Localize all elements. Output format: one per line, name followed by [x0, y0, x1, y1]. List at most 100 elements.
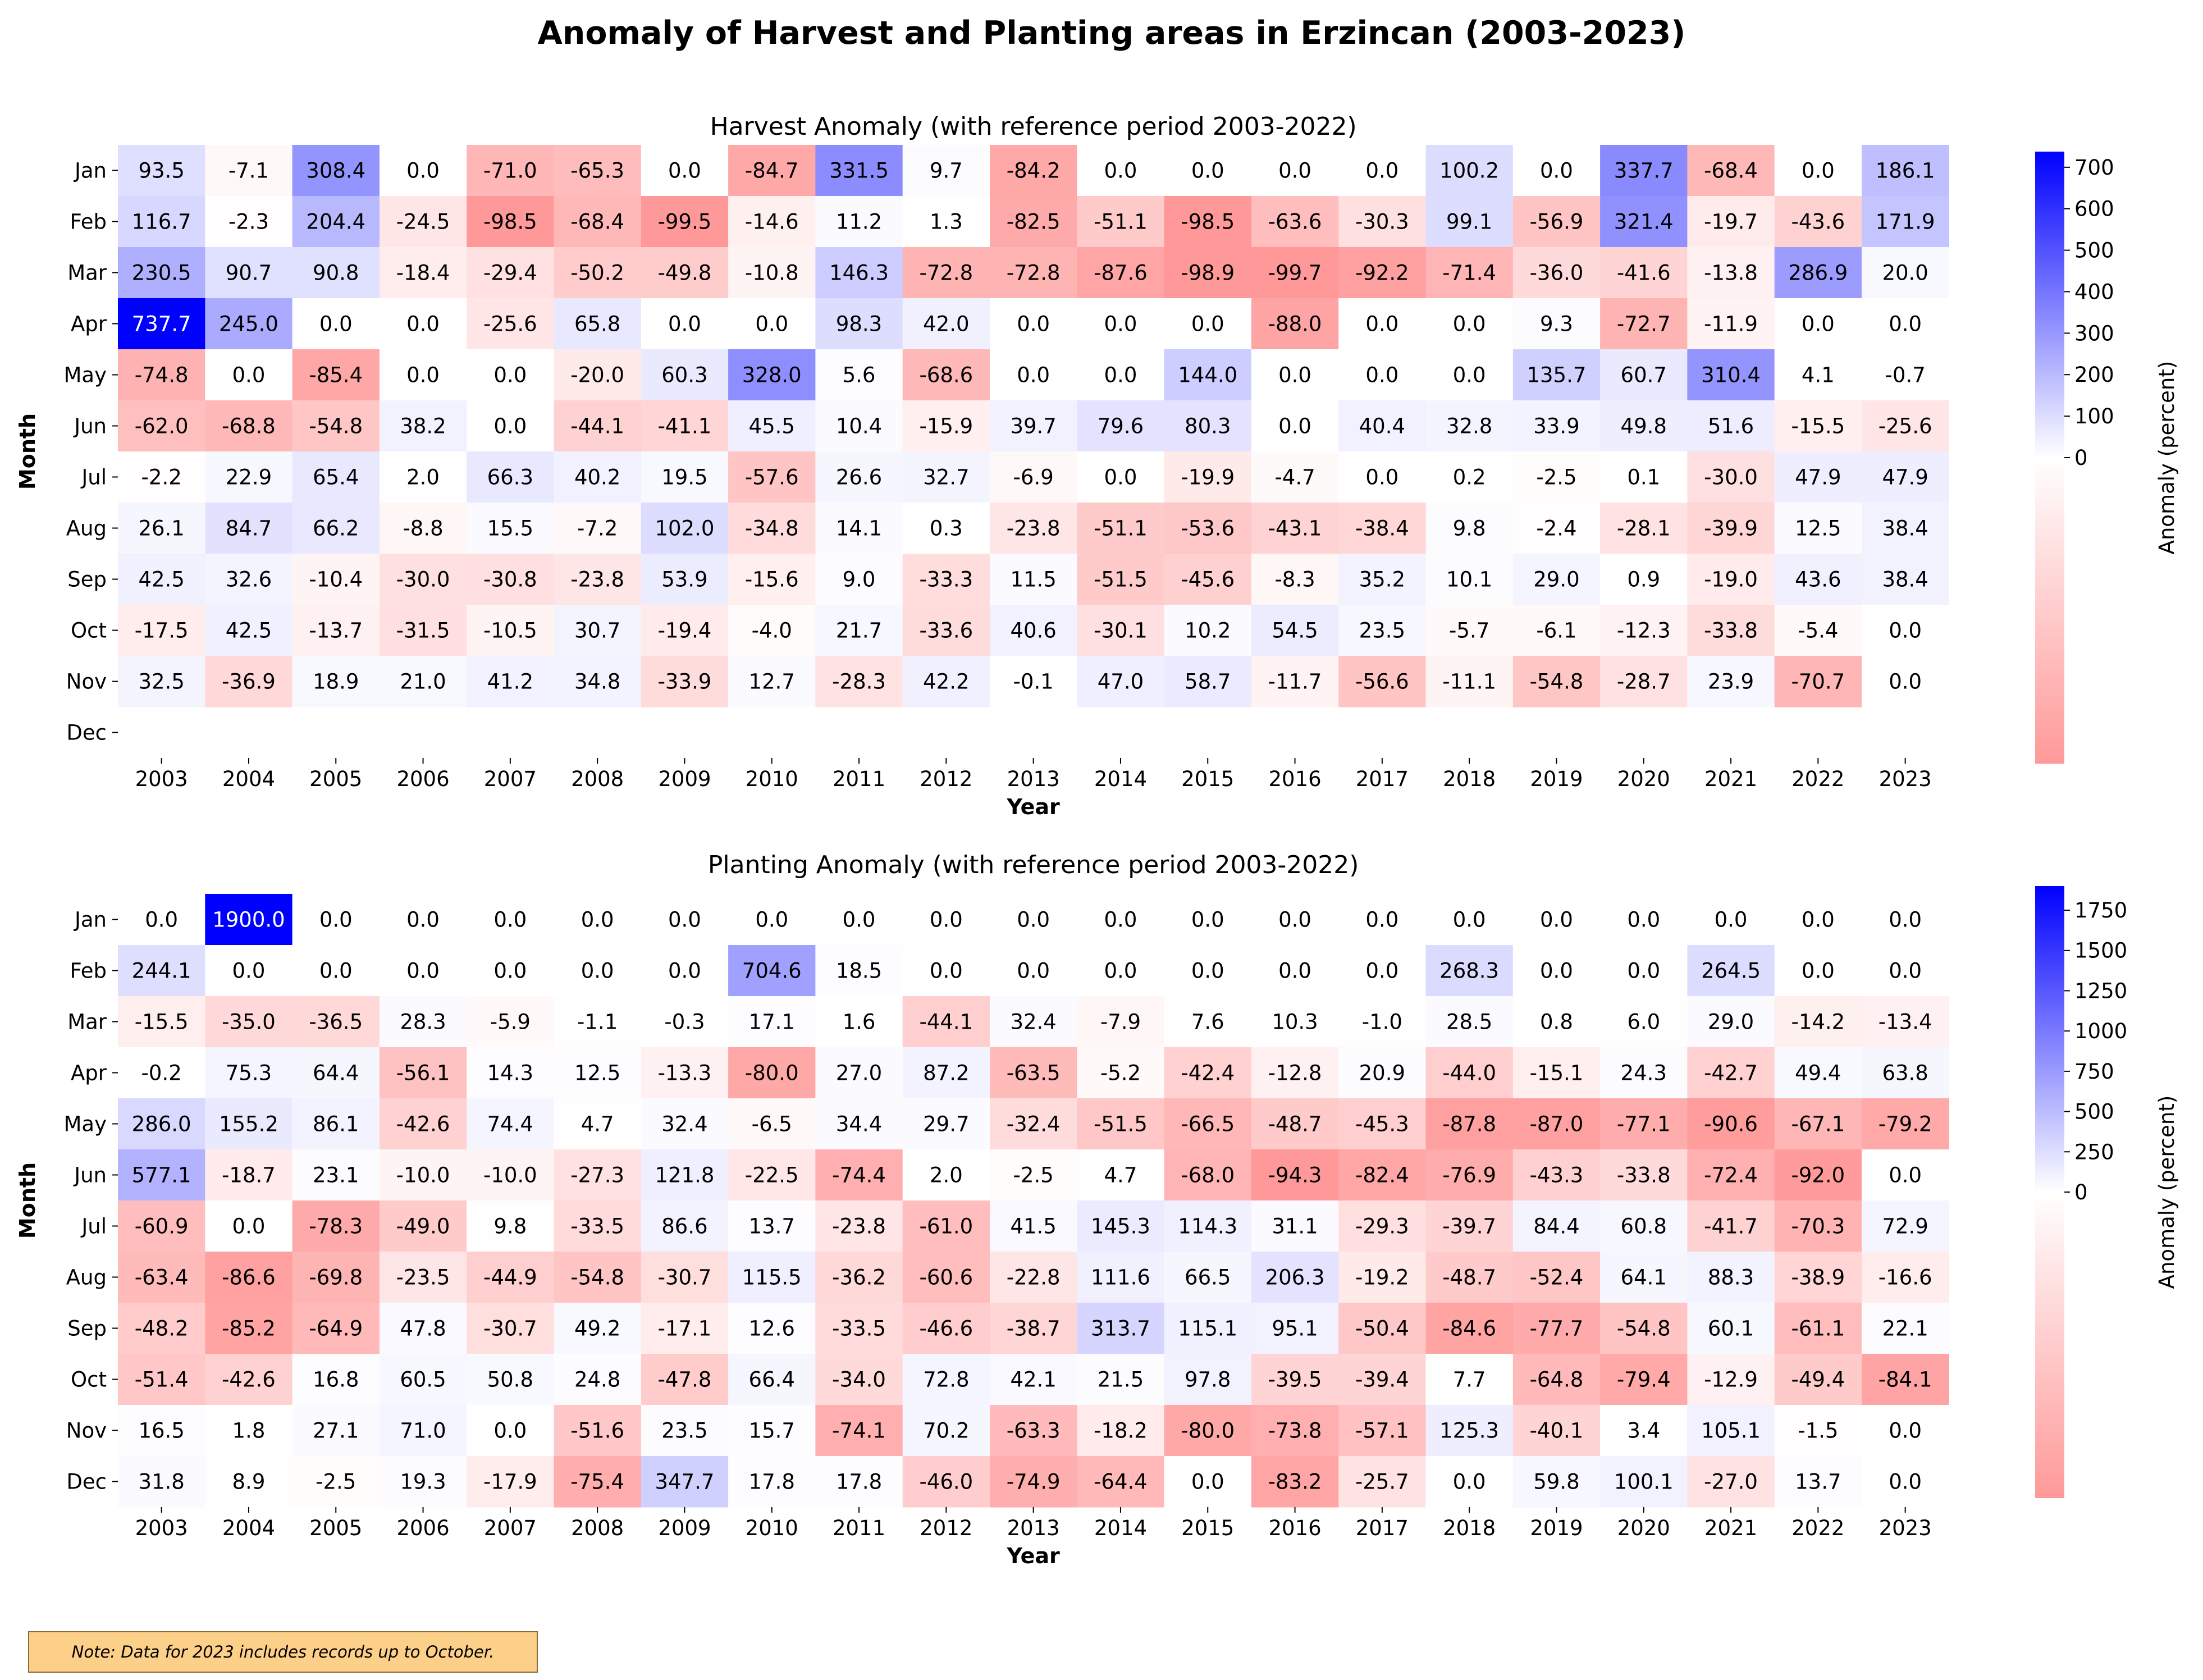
heatmap-cell — [1251, 298, 1339, 350]
heatmap-cell — [1512, 945, 1601, 997]
cell-label: 206.3 — [1265, 1266, 1325, 1290]
cell-label: -63.5 — [1007, 1061, 1061, 1085]
heatmap-cell — [1164, 996, 1252, 1048]
cell-label: 38.4 — [1882, 517, 1928, 541]
cell-label: 0.0 — [406, 159, 440, 183]
cell-label: -30.0 — [396, 568, 450, 592]
cell-label: 32.5 — [138, 670, 184, 694]
cell-label: -25.7 — [1355, 1470, 1409, 1494]
colorbar-label: Anomaly (percent) — [2155, 1095, 2179, 1289]
heatmap-cell — [1862, 1303, 1949, 1354]
heatmap-cell — [728, 196, 816, 248]
y-tick-label: Jan — [74, 908, 107, 932]
heatmap-cell — [902, 945, 990, 997]
cell-label: 65.4 — [313, 465, 359, 490]
cell-label: 32.4 — [661, 1112, 707, 1136]
cell-label: -5.4 — [1798, 619, 1838, 643]
cell-label: 24.3 — [1621, 1061, 1667, 1085]
heatmap-cell — [205, 1456, 293, 1508]
cell-label: 264.5 — [1701, 959, 1761, 983]
heatmap-cell — [1077, 1047, 1165, 1099]
heatmap-cell — [1251, 1098, 1339, 1150]
cell-label: 0.0 — [1365, 159, 1398, 183]
colorbar-tick-label: 400 — [2074, 280, 2114, 304]
heatmap-cell — [1251, 1200, 1339, 1252]
y-tick-label: Feb — [70, 210, 107, 234]
heatmap-cell — [554, 1405, 642, 1457]
cell-label: -78.3 — [309, 1215, 363, 1239]
heatmap-cell — [1077, 145, 1165, 197]
cell-label: 0.0 — [1889, 619, 1922, 643]
heatmap-cell — [379, 1252, 467, 1303]
heatmap-cell — [1774, 451, 1862, 503]
cell-label: 155.2 — [219, 1112, 278, 1136]
cell-label: 0.0 — [1104, 363, 1137, 387]
heatmap-cell — [379, 656, 467, 707]
cell-label: 38.4 — [1882, 568, 1928, 592]
cell-label: 29.7 — [923, 1112, 969, 1136]
heatmap-cell — [1512, 247, 1601, 299]
heatmap-cell — [1774, 196, 1862, 248]
x-tick-label: 2016 — [1268, 767, 1321, 791]
cell-label: 331.5 — [829, 159, 889, 183]
cell-label: 66.5 — [1185, 1266, 1231, 1290]
heatmap-cell — [902, 894, 990, 946]
cell-label: 97.8 — [1185, 1368, 1231, 1392]
cell-label: -73.8 — [1268, 1419, 1322, 1443]
cell-label: -17.5 — [135, 619, 189, 643]
y-tick-label: Dec — [66, 1470, 107, 1494]
heatmap-cell — [1512, 1405, 1601, 1457]
heatmap-cell — [902, 1047, 990, 1099]
heatmap-cell — [728, 656, 816, 707]
cell-label: -39.4 — [1355, 1368, 1409, 1392]
heatmap-cell — [1862, 1047, 1949, 1099]
cell-label: -19.0 — [1704, 568, 1758, 592]
cell-label: 245.0 — [219, 312, 278, 336]
cell-label: -25.6 — [1879, 414, 1932, 439]
cell-label: 15.5 — [487, 517, 533, 541]
heatmap-cell — [1774, 945, 1862, 997]
heatmap-cell — [902, 554, 990, 605]
heatmap-cell — [815, 1303, 903, 1354]
heatmap-cell — [205, 196, 293, 248]
panel-title: Harvest Anomaly (with reference period 2… — [710, 112, 1357, 141]
heatmap-cell — [554, 1200, 642, 1252]
cell-label: 86.6 — [661, 1215, 707, 1239]
heatmap-cell — [641, 451, 729, 503]
heatmap-cell — [641, 1405, 729, 1457]
cell-label: 0.0 — [930, 959, 963, 983]
heatmap-cell — [1512, 1354, 1601, 1405]
footnote: Note: Data for 2023 includes records up … — [28, 1631, 538, 1673]
cell-label: 19.3 — [400, 1470, 446, 1494]
heatmap-cell — [467, 196, 555, 248]
cell-label: -6.5 — [752, 1112, 792, 1136]
cell-label: 0.0 — [1889, 908, 1922, 932]
heatmap-cell — [990, 1098, 1077, 1150]
heatmap-cell — [379, 1303, 467, 1354]
x-tick-label: 2023 — [1879, 767, 1932, 791]
cell-label: -2.3 — [228, 210, 269, 234]
cell-label: -98.5 — [1181, 210, 1235, 234]
heatmap-cell — [1164, 1456, 1252, 1508]
cell-label: -15.9 — [919, 414, 973, 439]
heatmap-cell — [467, 1200, 555, 1252]
heatmap-cell — [379, 1405, 467, 1457]
heatmap-cell — [1512, 349, 1601, 401]
heatmap-cell — [641, 1303, 729, 1354]
y-tick-label: May — [64, 363, 107, 387]
cell-label: 0.0 — [1365, 465, 1398, 490]
heatmap-cell — [728, 996, 816, 1048]
heatmap-cell — [118, 196, 205, 248]
cell-label: 49.4 — [1795, 1061, 1841, 1085]
cell-label: 0.0 — [1104, 465, 1137, 490]
x-tick-label: 2020 — [1617, 1516, 1670, 1540]
heatmap-cell — [641, 945, 729, 997]
cell-label: 49.8 — [1621, 414, 1667, 439]
cell-label: -56.1 — [396, 1061, 450, 1085]
cell-label: 50.8 — [487, 1368, 533, 1392]
heatmap-cell — [1600, 1456, 1688, 1508]
heatmap-cell — [641, 503, 729, 554]
heatmap-cell — [728, 349, 816, 401]
heatmap-cell — [292, 1456, 380, 1508]
cell-label: -0.2 — [141, 1061, 182, 1085]
